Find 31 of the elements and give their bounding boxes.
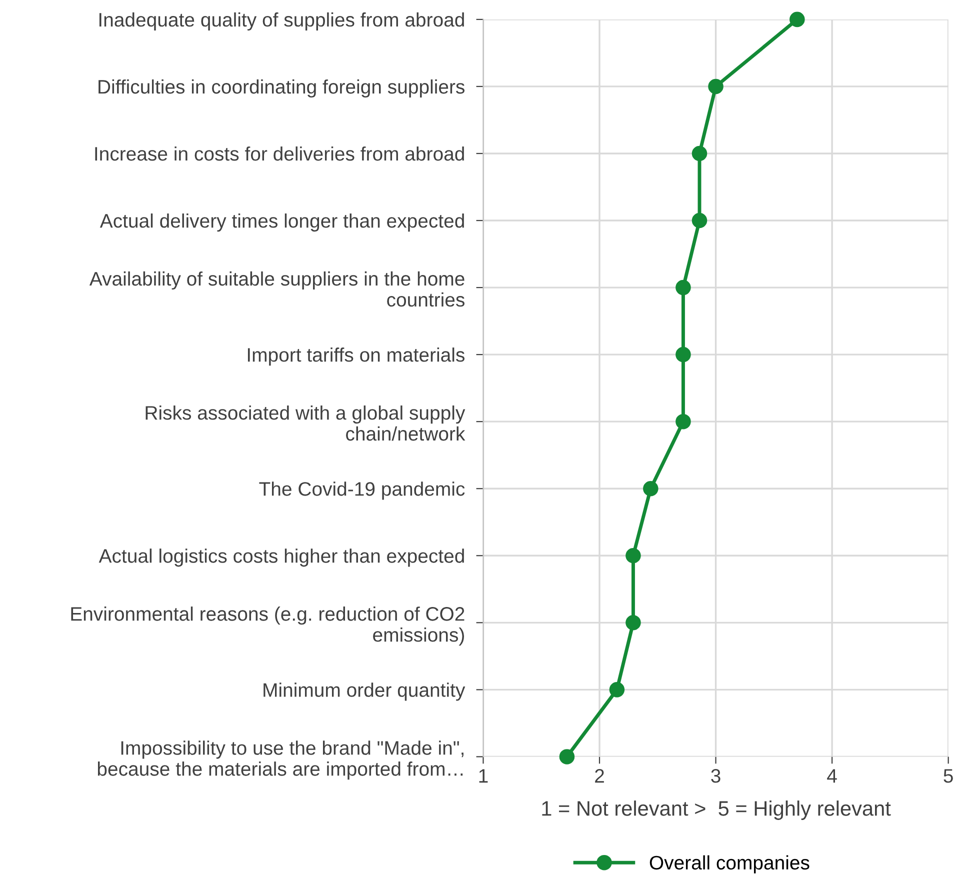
- x-tick-label: 3: [711, 769, 720, 783]
- y-tick-label: Availability of suitable suppliers in the home countries: [89, 271, 464, 307]
- point: [708, 78, 724, 94]
- y-tick-label: Actual delivery times longer than expected: [100, 213, 464, 232]
- y-tick-label: Impossibility to use the brand "Made in", because the materials are imported from…: [98, 740, 464, 780]
- y-tick-label: Difficulties in coordinating foreign suppliers: [98, 79, 464, 98]
- x-tick-label: 4: [827, 769, 837, 783]
- point: [626, 615, 641, 630]
- y-tick-label: The Covid-19 pandemic: [259, 482, 465, 500]
- point: [676, 414, 691, 430]
- point: [643, 480, 658, 496]
- x-tick-label: 1: [479, 769, 488, 783]
- point: [559, 749, 575, 764]
- y-tick-label: Minimum order quantity: [264, 682, 466, 701]
- y-tick-label: Import tariffs on materials: [248, 348, 464, 366]
- y-tick-label: Actual logistics costs higher than expected: [98, 548, 464, 567]
- point: [790, 12, 805, 28]
- legend-label: Overall companies: [650, 855, 810, 874]
- x-tick-label: 2: [595, 769, 604, 783]
- x-tick-label: 5: [944, 769, 953, 783]
- point: [692, 146, 708, 162]
- point: [626, 548, 641, 564]
- point: [676, 346, 691, 362]
- x-axis-title: 1 = Not relevant > 5 = Highly relevant: [542, 800, 891, 820]
- y-tick-label: Inadequate quality of supplies from abroad: [99, 12, 464, 31]
- y-tick-label: Environmental reasons (e.g. reduction of CO2 emissions): [71, 606, 464, 646]
- y-tick-label: Increase in costs for deliveries from abroad: [95, 146, 464, 161]
- point: [676, 280, 691, 296]
- y-tick-label: Risks associated with a global supply chain/network: [146, 405, 466, 441]
- point: [609, 682, 625, 698]
- point: [692, 212, 708, 228]
